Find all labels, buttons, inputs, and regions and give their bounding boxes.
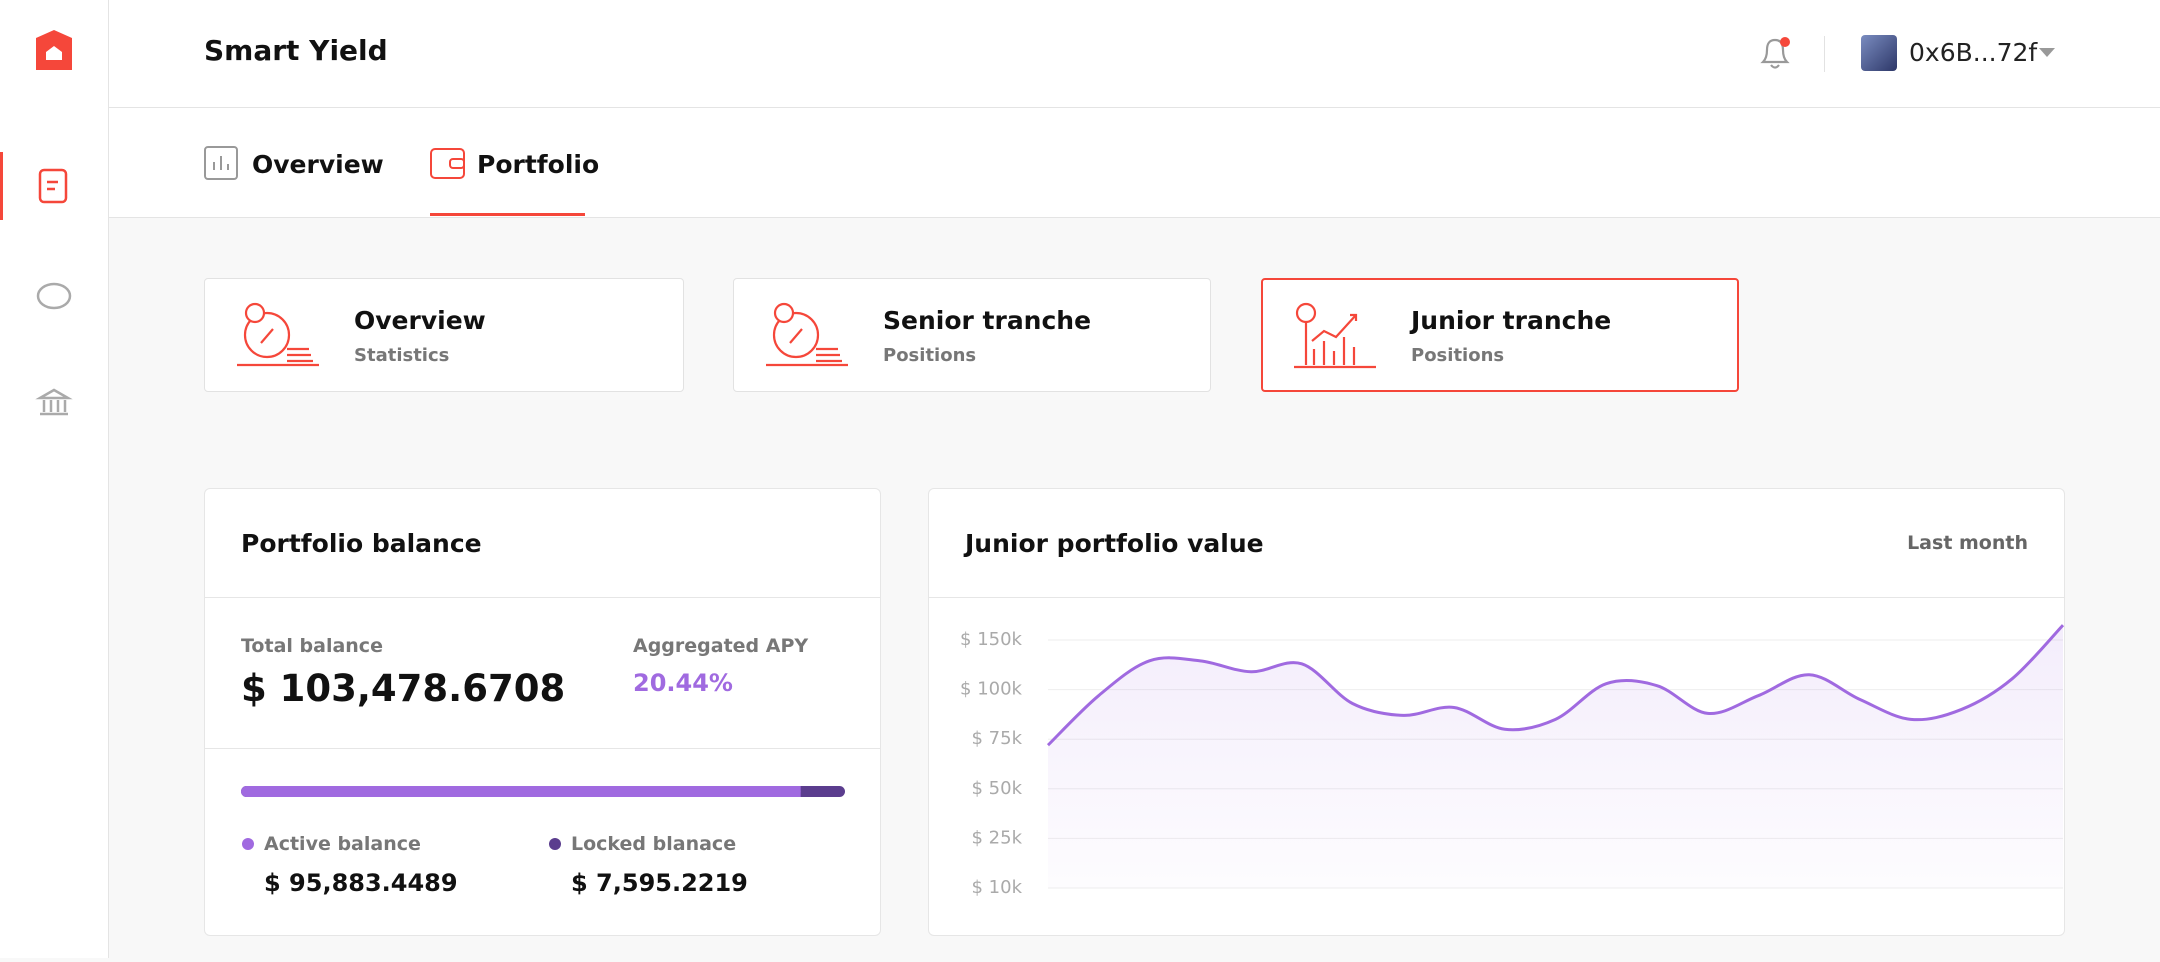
- balance-bar: [241, 786, 845, 797]
- sidebar-icons: [0, 30, 73, 416]
- nav-governance[interactable]: [35, 388, 73, 416]
- bar-active: [241, 786, 801, 797]
- y-tick-label: $ 150k: [960, 629, 1023, 650]
- panel-title: Portfolio balance: [241, 529, 482, 558]
- card-overview[interactable]: Overview Statistics: [204, 278, 684, 392]
- line-chart: $ 10k $ 25k $ 50k $ 75k $ 100k $ 150k: [960, 624, 2064, 898]
- tabs: Overview Portfolio: [109, 108, 2160, 218]
- wallet-address[interactable]: 0x6B...72f: [1909, 38, 2038, 67]
- apy-label: Aggregated APY: [633, 635, 809, 657]
- active-indicator: [0, 152, 3, 220]
- portfolio-balance-panel: Portfolio balance Total balance $ 103,47…: [204, 488, 881, 936]
- tab-underline: [430, 213, 585, 216]
- divider: [205, 748, 880, 749]
- apy-value: 20.44%: [633, 669, 733, 697]
- locked-label: Locked blanace: [571, 833, 737, 855]
- tab-overview[interactable]: Overview: [252, 150, 384, 179]
- y-tick-label: $ 25k: [971, 827, 1022, 848]
- card-senior[interactable]: Senior tranche Positions: [733, 278, 1211, 392]
- period-selector[interactable]: Last month: [1907, 532, 2028, 554]
- tab-portfolio[interactable]: Portfolio: [477, 150, 600, 179]
- legend-dot: [242, 838, 254, 850]
- top-bar: Smart Yield 0x6B...72f: [109, 0, 2160, 108]
- card-icon: [766, 302, 848, 367]
- line: [1046, 624, 2064, 747]
- total-label: Total balance: [241, 635, 383, 657]
- avatar[interactable]: [1861, 35, 1897, 71]
- junior-value-panel: Junior portfolio value Last month $ 10k $…: [928, 488, 2065, 936]
- card-subtitle: Positions: [883, 345, 977, 366]
- locked-value: $ 7,595.2219: [571, 869, 748, 897]
- card-subtitle: Positions: [1411, 345, 1505, 366]
- card-icon: [237, 302, 319, 367]
- card-title: Overview: [354, 306, 486, 335]
- y-tick-label: $ 10k: [971, 877, 1022, 898]
- nav-smart-yield[interactable]: [38, 168, 68, 204]
- page-title: Smart Yield: [204, 34, 388, 67]
- card-junior[interactable]: Junior tranche Positions: [1261, 278, 1739, 392]
- tab-icon-overview: [204, 146, 238, 180]
- active-value: $ 95,883.4489: [264, 869, 458, 897]
- y-tick-label: $ 75k: [971, 728, 1022, 749]
- card-title: Senior tranche: [883, 306, 1092, 335]
- card-title: Junior tranche: [1411, 306, 1612, 335]
- y-tick-label: $ 50k: [971, 778, 1022, 799]
- divider: [1824, 36, 1825, 72]
- divider: [205, 597, 880, 598]
- panel-title: Junior portfolio value: [965, 529, 1264, 558]
- tab-icon-portfolio: [430, 148, 465, 179]
- y-tick-label: $ 100k: [960, 679, 1023, 700]
- logo-mark: [46, 46, 62, 60]
- bar-active-end: [794, 786, 801, 797]
- divider: [929, 597, 2064, 598]
- area: [1048, 625, 2063, 888]
- dropdown-caret[interactable]: [2039, 48, 2055, 58]
- nav-pools[interactable]: [36, 282, 72, 310]
- card-subtitle: Statistics: [354, 345, 450, 366]
- sidebar: [0, 0, 109, 958]
- active-label: Active balance: [264, 833, 421, 855]
- total-value: $ 103,478.6708: [241, 667, 566, 710]
- notification-bell[interactable]: [1755, 34, 1795, 74]
- nav-smart-yield-lines: [47, 180, 58, 191]
- card-icon: [1294, 302, 1376, 369]
- legend-dot: [549, 838, 561, 850]
